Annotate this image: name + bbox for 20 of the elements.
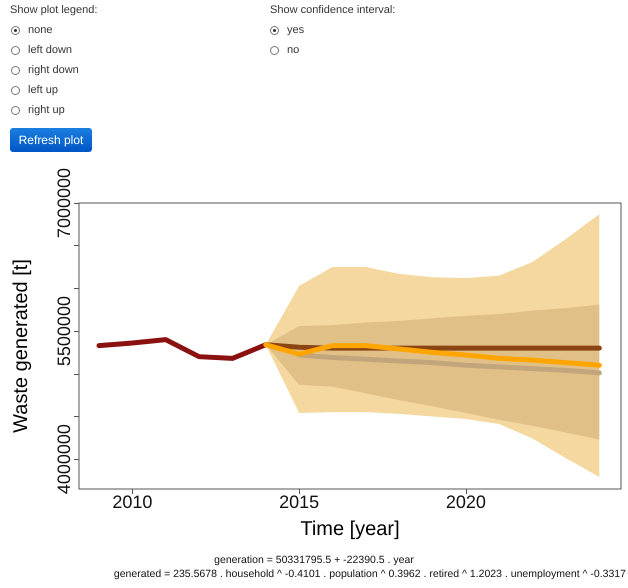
text: Show confidence interval:: [270, 4, 396, 16]
x-tick-label: 2010: [112, 492, 152, 512]
y-tick-label: 7000000: [54, 168, 74, 238]
text: left down: [27, 44, 72, 56]
button: Refresh plot: [10, 128, 92, 152]
text: generated = 235.5678 . household ^ -0.4101 . population ^ 0.3962 . retired ^ 1.2023 . unemployment ^ -0.3317: [112, 568, 627, 580]
text: Show plot legend:: [10, 4, 98, 16]
text: yes: [286, 24, 304, 36]
y-tick-label: 4000000: [54, 424, 74, 494]
text: no: [286, 44, 300, 56]
text: none: [27, 24, 52, 36]
y-axis-title: Waste generated [t]: [10, 259, 32, 433]
text: right up: [27, 104, 65, 116]
y-tick-label: 5500000: [54, 296, 74, 366]
text: right down: [27, 64, 79, 76]
x-axis-title: Time [year]: [300, 518, 400, 540]
text: left up: [27, 84, 58, 96]
x-tick-label: 2020: [446, 492, 486, 512]
x-tick-label: 2015: [279, 492, 320, 512]
text: generation = 50331795.5 + -22390.5 . year: [213, 554, 415, 566]
